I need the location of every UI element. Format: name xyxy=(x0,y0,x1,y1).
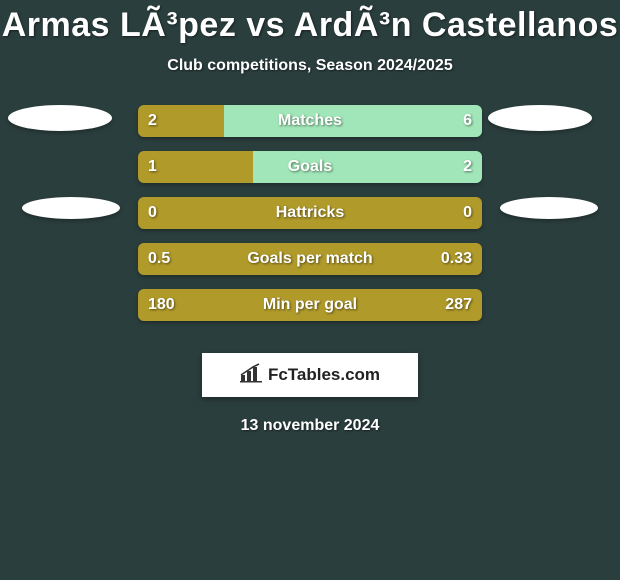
date-line: 13 november 2024 xyxy=(241,417,380,435)
stat-row: 12Goals xyxy=(0,151,620,183)
stat-bar: 0.50.33Goals per match xyxy=(138,243,482,275)
stat-bar-left xyxy=(138,289,482,321)
stat-bar: 00Hattricks xyxy=(138,197,482,229)
stat-bar-left xyxy=(138,243,482,275)
stats-area: 26Matches 12Goals 00Hattricks 0.50.33Goals … xyxy=(0,105,620,335)
brand-text: FcTables.com xyxy=(268,365,380,385)
stat-row: 00Hattricks xyxy=(0,197,620,229)
stat-bar: 26Matches xyxy=(138,105,482,137)
team-ellipse-right xyxy=(488,105,592,131)
stat-bar-right xyxy=(253,151,482,183)
page-subtitle: Club competitions, Season 2024/2025 xyxy=(167,57,452,75)
stat-bar: 12Goals xyxy=(138,151,482,183)
stat-bar-left xyxy=(138,197,482,229)
page-title: Armas LÃ³pez vs ArdÃ³n Castellanos xyxy=(2,6,619,45)
chart-icon xyxy=(240,363,262,388)
stat-bar-left xyxy=(138,105,224,137)
stat-row: 180287Min per goal xyxy=(0,289,620,321)
stat-row: 0.50.33Goals per match xyxy=(0,243,620,275)
stat-bar-left xyxy=(138,151,253,183)
stat-bar-right xyxy=(224,105,482,137)
brand-badge: FcTables.com xyxy=(202,353,418,397)
stat-row: 26Matches xyxy=(0,105,620,137)
team-ellipse-left xyxy=(8,105,112,131)
stat-bar: 180287Min per goal xyxy=(138,289,482,321)
